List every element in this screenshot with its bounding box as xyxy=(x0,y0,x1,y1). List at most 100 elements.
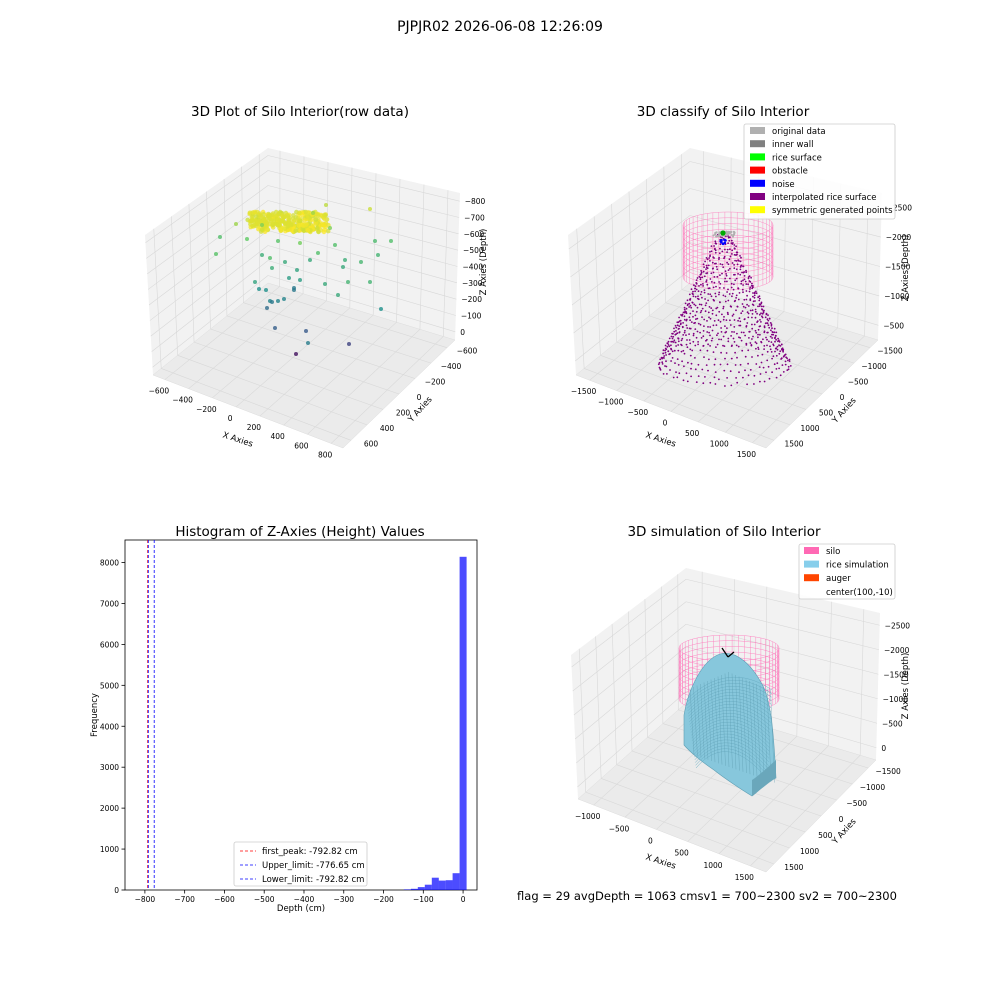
interpolated-point xyxy=(757,333,759,336)
interpolated-point xyxy=(728,293,731,295)
interpolated-point xyxy=(683,318,686,321)
histogram-bar xyxy=(438,880,446,890)
interpolated-point xyxy=(720,331,723,333)
z-tick-label: 0 xyxy=(881,744,886,753)
interpolated-point xyxy=(680,350,683,353)
interpolated-point xyxy=(715,265,718,268)
interpolated-point xyxy=(706,258,709,261)
interpolated-point xyxy=(704,304,707,307)
noise-point xyxy=(719,239,723,243)
interpolated-point xyxy=(780,343,783,346)
interpolated-point xyxy=(749,369,752,371)
interpolated-point xyxy=(671,332,673,335)
interpolated-point xyxy=(770,351,773,353)
scatter-point xyxy=(247,210,253,216)
grid-line xyxy=(235,307,351,408)
interpolated-point xyxy=(696,317,699,320)
interpolated-point xyxy=(789,365,792,367)
rice-mesh-line xyxy=(689,701,771,722)
grid-line xyxy=(150,245,269,337)
interpolated-point xyxy=(755,331,758,334)
scatter-point xyxy=(270,212,275,218)
legend-label: rice surface xyxy=(772,153,822,163)
interpolated-point xyxy=(754,341,757,343)
suptitle: PJPJR02 2026-06-08 12:26:09 xyxy=(397,19,603,35)
interpolated-point xyxy=(722,294,725,297)
scatter-point xyxy=(283,260,287,264)
scatter-point xyxy=(341,265,345,269)
scatter-point xyxy=(283,214,288,219)
interpolated-point xyxy=(776,362,779,365)
panel1-ticks: −600−400−2000200400600800−600−400−200020… xyxy=(149,197,486,459)
interpolated-point xyxy=(719,282,722,285)
scatter-point xyxy=(287,276,291,280)
interpolated-point xyxy=(711,267,714,270)
scatter-point xyxy=(279,219,285,224)
scatter-point xyxy=(273,326,277,330)
panel-simulation-3d: 3D simulation of Silo Interior −1000 −500… xyxy=(571,524,911,882)
interpolated-point xyxy=(725,273,727,275)
rice-mesh-line xyxy=(710,679,716,763)
interpolated-point xyxy=(786,369,789,371)
interpolated-point xyxy=(755,292,758,295)
interpolated-point xyxy=(671,337,674,340)
interpolated-point xyxy=(778,367,780,370)
grid-line xyxy=(685,601,880,651)
interpolated-point xyxy=(771,333,773,336)
interpolated-point xyxy=(732,313,735,316)
interpolated-point xyxy=(699,276,702,279)
interpolated-point xyxy=(745,271,748,274)
rice-mesh-line xyxy=(687,692,772,714)
rice-mesh-line xyxy=(703,682,709,760)
interpolated-point xyxy=(692,340,695,343)
scatter-point xyxy=(268,256,272,260)
interpolated-point xyxy=(710,339,713,342)
interpolated-point xyxy=(758,366,761,368)
interpolated-point xyxy=(752,335,754,338)
interpolated-point xyxy=(723,255,726,258)
interpolated-point xyxy=(678,372,681,375)
interpolated-point xyxy=(760,302,763,305)
interpolated-point xyxy=(682,349,685,352)
interpolated-point xyxy=(735,245,737,248)
interpolated-point xyxy=(738,371,740,374)
interpolated-point xyxy=(692,295,695,298)
interpolated-point xyxy=(725,235,727,238)
interpolated-point xyxy=(733,326,736,328)
interpolated-point xyxy=(744,334,746,337)
interpolated-point xyxy=(697,341,699,343)
interpolated-point xyxy=(701,276,704,279)
interpolated-point xyxy=(731,262,734,264)
interpolated-point xyxy=(722,307,725,310)
scatter-point xyxy=(269,218,274,223)
grid-line xyxy=(330,336,444,444)
interpolated-point xyxy=(677,344,680,346)
interpolated-point xyxy=(788,360,791,362)
interpolated-point xyxy=(703,275,706,278)
interpolated-point xyxy=(787,359,789,362)
interpolated-point xyxy=(725,274,728,277)
rice-mesh-line xyxy=(742,677,747,774)
scatter-point xyxy=(265,306,269,310)
interpolated-point xyxy=(742,265,745,268)
interpolated-point xyxy=(743,298,746,301)
interpolated-point xyxy=(726,363,729,366)
legend-label: obstacle xyxy=(772,167,808,177)
interpolated-point xyxy=(753,323,756,326)
scatter-point xyxy=(300,226,306,232)
interpolated-point xyxy=(680,339,683,342)
interpolated-point xyxy=(761,353,764,356)
scatter-point xyxy=(254,209,260,215)
interpolated-point xyxy=(709,345,711,347)
scatter-point xyxy=(270,300,274,304)
interpolated-point xyxy=(743,275,746,277)
z-tick-label: −500 xyxy=(882,719,903,728)
panel-histogram: Histogram of Z-Axies (Height) Values −80… xyxy=(90,524,478,914)
grid-line xyxy=(574,646,687,740)
grid-line xyxy=(568,161,691,250)
interpolated-point xyxy=(759,325,762,327)
scatter-point xyxy=(322,212,327,218)
interpolated-point xyxy=(666,342,669,345)
interpolated-point xyxy=(780,358,782,360)
interpolated-point xyxy=(730,335,732,337)
